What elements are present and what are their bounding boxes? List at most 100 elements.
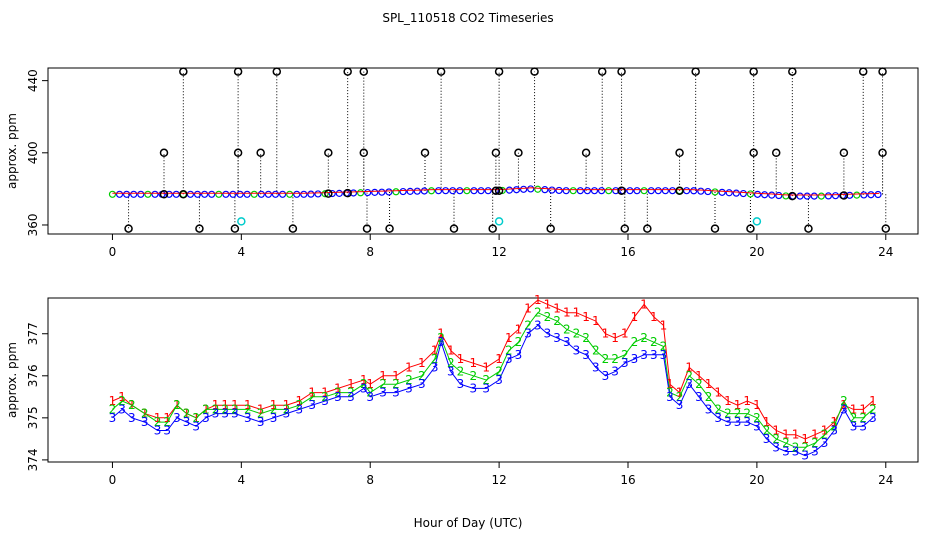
baseline-point: [470, 187, 478, 195]
baseline-point: [130, 190, 138, 198]
baseline-point: [725, 189, 733, 197]
series-2-point: 2: [128, 398, 136, 412]
series-1-point: 1: [563, 306, 571, 320]
series-3-point: 3: [753, 419, 761, 433]
baseline-point: [335, 189, 343, 197]
series-2-point: 2: [334, 386, 342, 400]
series-2-point: 2: [792, 440, 800, 454]
series-1-point: 1: [334, 381, 342, 395]
bottom-x-axis: 0 4 8 12 16 20 24: [109, 462, 893, 487]
series-3-point: 3: [602, 369, 610, 383]
baseline-point: [661, 187, 669, 195]
series-3-point: 3: [553, 331, 561, 345]
series-3-point: 3: [676, 398, 684, 412]
series-2-line: [112, 312, 874, 448]
series-1-point: 1: [592, 314, 600, 328]
series-2-point: 2: [840, 394, 848, 408]
series-3-point: 3: [563, 335, 571, 349]
series-1-point: 1: [753, 398, 761, 412]
baseline-point: [115, 190, 124, 198]
series-3-point: 3: [469, 381, 477, 395]
series-2-point: 2: [392, 377, 400, 391]
series-1-point: 1: [321, 386, 329, 400]
series-1-point: 1: [724, 394, 732, 408]
series-3-point: 3: [321, 394, 329, 408]
baseline-point: [229, 190, 237, 198]
series-1-point: 1: [347, 377, 355, 391]
series-3-point: 3: [801, 449, 809, 463]
baseline-point: [775, 191, 783, 200]
series-1-point: 1: [714, 386, 722, 400]
baseline-point: [562, 187, 570, 195]
mid-spike-point: [359, 148, 369, 158]
baseline-point: [647, 187, 655, 195]
series-3-point: 3: [763, 432, 771, 446]
series-1-point: 1: [685, 360, 693, 374]
series-2-point: 2: [734, 407, 742, 421]
series-1-point: 1: [782, 428, 790, 442]
cyan-point: [494, 217, 504, 226]
baseline-point: [519, 185, 528, 193]
series-2-point: 2: [347, 386, 355, 400]
series-3-point: 3: [734, 415, 742, 429]
series-1-point: 1: [544, 297, 552, 311]
baseline-point: [810, 192, 818, 200]
baseline-point: [796, 192, 804, 200]
series-3-point: 3: [457, 377, 465, 391]
top-y-tick-label: 440: [26, 69, 40, 92]
low-spike-point: [288, 224, 298, 233]
top-x-tick-label: 16: [620, 245, 635, 259]
baseline-point: [300, 190, 308, 198]
series-2-point: 2: [482, 373, 490, 387]
baseline-point: [626, 187, 634, 195]
series-1-point: 1: [631, 310, 639, 324]
baseline-point: [590, 187, 599, 195]
high-spike-point: [233, 67, 243, 76]
baseline-point: [597, 187, 606, 195]
series-2-point: 2: [621, 348, 629, 362]
high-spike-point: [494, 67, 504, 76]
baseline-point: [172, 190, 180, 198]
series-2-point: 2: [379, 377, 387, 391]
baseline-point: [697, 187, 705, 195]
series-3-point: 3: [611, 365, 619, 379]
series-1-point: 1: [792, 428, 800, 442]
series-2-point: 2: [592, 344, 600, 358]
baseline-point: [484, 187, 492, 195]
series-2-point: 2: [714, 402, 722, 416]
top-panel: 0 4 8 12 16 20 24 360 400 440 approx. ppm: [5, 67, 919, 259]
bottom-y-tick-label: 374: [26, 448, 40, 471]
baseline-point: [463, 187, 471, 195]
series-2-point: 2: [431, 352, 439, 366]
low-spike-point: [620, 224, 630, 233]
baseline-point: [427, 187, 436, 195]
series-3-point: 3: [695, 390, 703, 404]
baseline-point: [817, 192, 825, 200]
baseline-point: [654, 187, 662, 195]
bottom-x-tick-label: 4: [238, 473, 246, 487]
bottom-x-tick-label: 8: [366, 473, 374, 487]
series-2-point: 2: [469, 369, 477, 383]
baseline-point: [853, 191, 861, 199]
baseline-point: [548, 186, 556, 194]
low-spike-point: [362, 224, 372, 233]
series-3-point: 3: [640, 348, 648, 362]
baseline-point: [824, 192, 833, 200]
bottom-y-axis: 374 375 376 377: [26, 322, 48, 471]
series-2-point: 2: [724, 407, 732, 421]
series-2-point: 2: [118, 394, 126, 408]
x-axis-label: Hour of Day (UTC): [414, 516, 523, 530]
series-3-point: 3: [792, 445, 800, 459]
high-spike-point: [179, 67, 188, 76]
series-2-point: 2: [295, 398, 303, 412]
series-3-point: 3: [437, 335, 445, 349]
baseline-point: [257, 190, 265, 198]
baseline-point: [321, 190, 329, 198]
series-3-point: 3: [505, 352, 513, 366]
series-3-point: 3: [231, 407, 239, 421]
baseline-black-point: [491, 186, 501, 195]
low-spike-point: [230, 224, 240, 233]
series-3-point: 3: [515, 348, 523, 362]
